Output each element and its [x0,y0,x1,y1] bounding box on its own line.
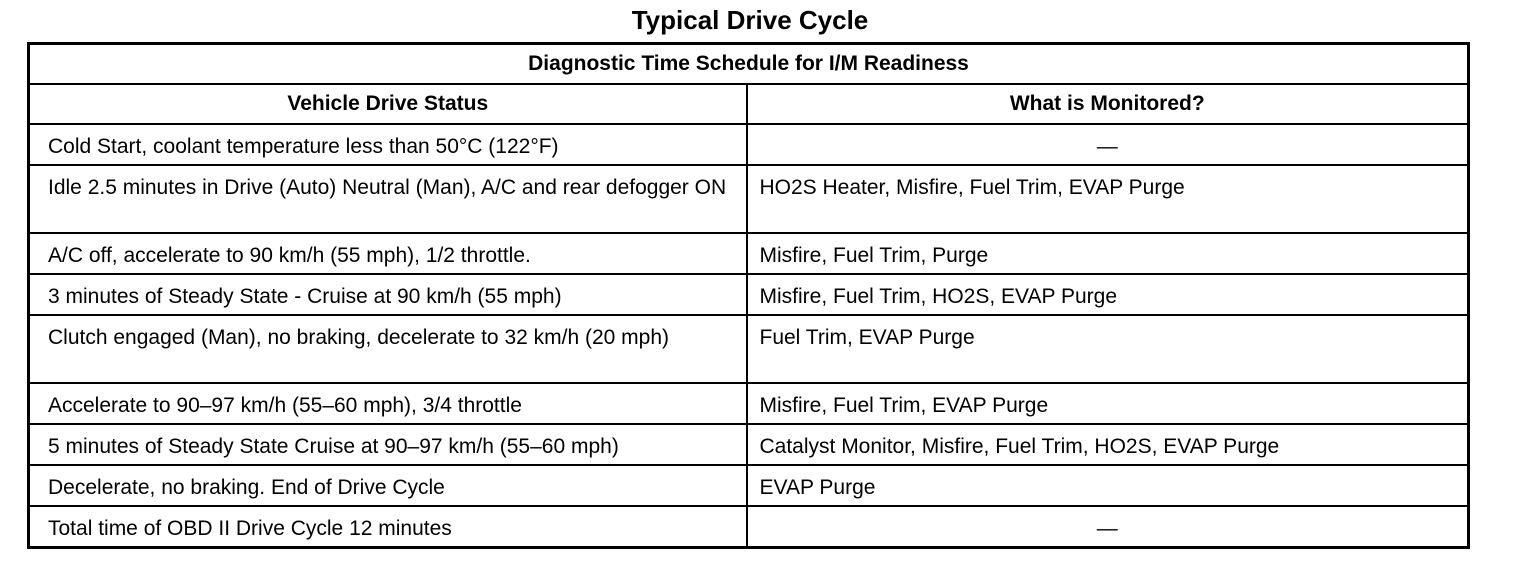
drive-cycle-table: Diagnostic Time Schedule for I/M Readine… [27,42,1471,549]
caption-row: Diagnostic Time Schedule for I/M Readine… [27,42,1470,85]
status-cell: A/C off, accelerate to 90 km/h (55 mph),… [27,232,748,275]
table-row: Total time of OBD II Drive Cycle 12 minu… [27,505,1470,548]
table-row: Clutch engaged (Man), no braking, decele… [27,314,1470,384]
table-caption: Diagnostic Time Schedule for I/M Readine… [27,42,1470,85]
monitored-cell: Catalyst Monitor, Misfire, Fuel Trim, HO… [745,423,1470,466]
monitored-cell: EVAP Purge [745,464,1470,507]
monitored-cell: Misfire, Fuel Trim, Purge [745,232,1470,275]
monitored-cell: — [745,505,1470,548]
table-row: Idle 2.5 minutes in Drive (Auto) Neutral… [27,164,1470,234]
table-row: Decelerate, no braking. End of Drive Cyc… [27,464,1470,507]
monitored-cell: HO2S Heater, Misfire, Fuel Trim, EVAP Pu… [745,164,1470,234]
status-cell: 5 minutes of Steady State Cruise at 90–9… [27,423,748,466]
status-cell: 3 minutes of Steady State - Cruise at 90… [27,273,748,316]
column-header-status: Vehicle Drive Status [27,83,748,125]
monitored-cell: Misfire, Fuel Trim, HO2S, EVAP Purge [745,273,1470,316]
status-cell: Total time of OBD II Drive Cycle 12 minu… [27,505,748,548]
table-row: 5 minutes of Steady State Cruise at 90–9… [27,423,1470,466]
status-cell: Decelerate, no braking. End of Drive Cyc… [27,464,748,507]
status-cell: Idle 2.5 minutes in Drive (Auto) Neutral… [27,164,748,234]
status-cell: Cold Start, coolant temperature less tha… [27,123,748,166]
column-header-monitored: What is Monitored? [745,83,1470,125]
monitored-cell: Misfire, Fuel Trim, EVAP Purge [745,382,1470,425]
status-cell: Accelerate to 90–97 km/h (55–60 mph), 3/… [27,382,748,425]
status-cell: Clutch engaged (Man), no braking, decele… [27,314,748,384]
table-row: Accelerate to 90–97 km/h (55–60 mph), 3/… [27,382,1470,425]
header-row: Vehicle Drive Status What is Monitored? [27,83,1470,125]
table-row: Cold Start, coolant temperature less tha… [27,123,1470,166]
table-row: A/C off, accelerate to 90 km/h (55 mph),… [27,232,1470,275]
monitored-cell: — [745,123,1470,166]
table-row: 3 minutes of Steady State - Cruise at 90… [27,273,1470,316]
monitored-cell: Fuel Trim, EVAP Purge [745,314,1470,384]
page-title: Typical Drive Cycle [631,5,869,35]
